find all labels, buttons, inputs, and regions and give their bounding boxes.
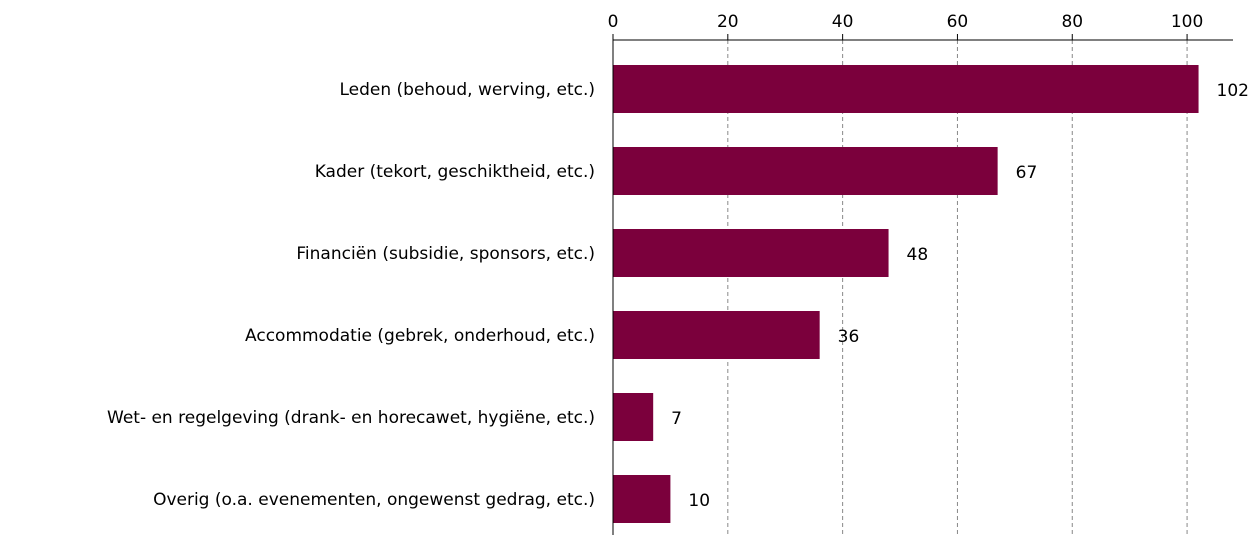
x-tick-label: 80: [1061, 12, 1083, 32]
x-tick-label: 100: [1171, 12, 1203, 32]
value-label: 10: [688, 491, 710, 511]
value-label: 102: [1217, 81, 1249, 101]
x-tick-label: 0: [608, 12, 619, 32]
x-tick-label: 60: [947, 12, 969, 32]
y-tick-label: Leden (behoud, werving, etc.): [339, 80, 595, 100]
x-tick-label: 20: [717, 12, 739, 32]
bar: [613, 229, 889, 277]
value-label: 48: [907, 245, 929, 265]
y-tick-label: Overig (o.a. evenementen, ongewenst gedr…: [153, 490, 595, 510]
y-tick-label: Accommodatie (gebrek, onderhoud, etc.): [245, 326, 595, 346]
bar: [613, 65, 1199, 113]
value-label: 36: [838, 327, 860, 347]
x-tick-label: 40: [832, 12, 854, 32]
bar: [613, 311, 820, 359]
bar: [613, 393, 654, 441]
y-tick-label: Financiën (subsidie, sponsors, etc.): [296, 244, 595, 264]
bar: [613, 147, 998, 195]
y-tick-label: Kader (tekort, geschiktheid, etc.): [315, 162, 595, 182]
value-label: 7: [671, 409, 682, 429]
bar: [613, 475, 671, 523]
value-label: 67: [1016, 163, 1038, 183]
y-tick-label: Wet- en regelgeving (drank- en horecawet…: [107, 408, 595, 428]
